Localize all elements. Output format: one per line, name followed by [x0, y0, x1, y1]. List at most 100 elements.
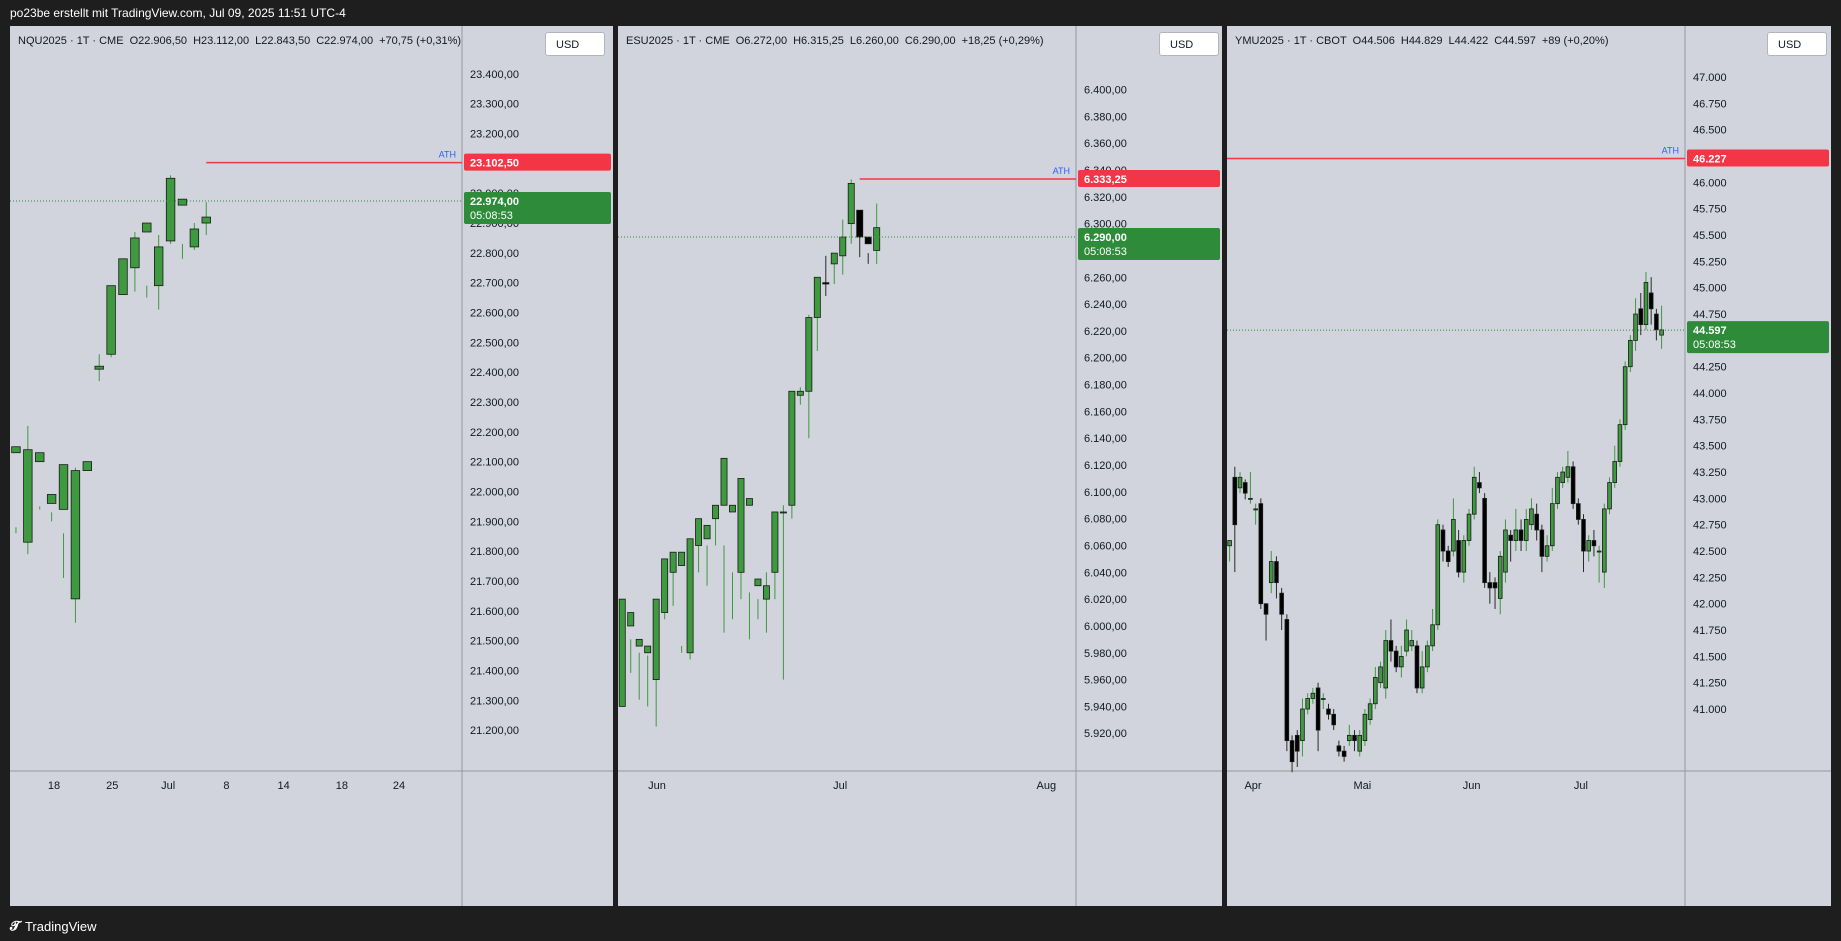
candle — [1534, 503, 1539, 541]
candle-body — [1263, 603, 1269, 615]
candle-body — [788, 390, 796, 506]
candle — [94, 354, 104, 382]
candle-body — [1477, 482, 1482, 489]
last-price-label: 6.290,00 — [1084, 232, 1127, 244]
candle-body — [1503, 529, 1508, 573]
x-tick-label: Mai — [1353, 780, 1371, 792]
y-tick-label: 21.700,00 — [470, 576, 519, 588]
x-tick-label: Jul — [1574, 780, 1588, 792]
candle — [1523, 508, 1529, 552]
candle-body — [23, 449, 33, 543]
sp500-futures-chart-panel[interactable]: 6.400,006.380,006.360,006.340,006.320,00… — [618, 26, 1222, 906]
y-tick-label: 6.320,00 — [1084, 192, 1127, 204]
candle-body — [754, 578, 762, 587]
candle — [189, 223, 200, 250]
bar-countdown-label: 05:08:53 — [470, 210, 513, 222]
candle — [82, 461, 92, 472]
y-tick-label: 6.200,00 — [1084, 353, 1127, 365]
candle — [1274, 556, 1279, 599]
candle — [1560, 466, 1565, 488]
ath-price-label: 23.102,50 — [470, 158, 519, 170]
candle — [1576, 498, 1581, 525]
candle-body — [1409, 640, 1415, 647]
currency-selector-button[interactable]: USD — [1159, 32, 1219, 56]
candle-body — [856, 209, 864, 238]
candle — [1612, 445, 1618, 488]
y-tick-label: 6.080,00 — [1084, 514, 1127, 526]
chart-legend-nq: NQU2025 · 1T · CME O22.906,50 H23.112,00 L2… — [18, 35, 467, 47]
candle-body — [1523, 519, 1529, 541]
x-tick-label: 24 — [393, 780, 405, 792]
candle — [1430, 608, 1435, 652]
chart-legend-ym: YMU2025 · 1T · CBOT O44.506 H44.829 L44.422… — [1235, 35, 1614, 47]
candle-body — [118, 258, 128, 296]
candle — [70, 467, 81, 623]
legend-open: O44.506 — [1352, 35, 1395, 47]
y-tick-label: 42.750 — [1693, 520, 1727, 532]
currency-selector-button[interactable]: USD — [545, 32, 605, 56]
candle — [1581, 514, 1586, 573]
legend-change: +70,75 (+0,31%) — [379, 35, 462, 47]
legend-high: H23.112,00 — [193, 35, 250, 47]
candle-body — [1399, 655, 1404, 668]
ath-price-label: 46.227 — [1693, 153, 1727, 165]
candle-body — [1654, 313, 1659, 331]
candle — [1456, 529, 1461, 578]
candle-body — [779, 511, 787, 514]
candle — [1268, 551, 1274, 594]
y-tick-label: 44.000 — [1693, 388, 1727, 400]
candle — [1602, 503, 1607, 588]
legend-symbol: YMU2025 · 1T · CBOT — [1235, 35, 1347, 47]
candle — [847, 179, 855, 244]
y-tick-label: 6.300,00 — [1084, 219, 1127, 231]
candle-body — [1300, 708, 1305, 742]
candle-body — [1534, 513, 1539, 531]
candle-body — [1274, 561, 1279, 584]
ath-price-tag — [1687, 149, 1829, 167]
candle — [1425, 640, 1430, 673]
dow-futures-chart-panel[interactable]: 47.00046.75046.50046.25046.00045.75045.5… — [1227, 26, 1831, 906]
candle — [1617, 419, 1623, 467]
currency-selector-button[interactable]: USD — [1767, 32, 1827, 56]
candle — [130, 231, 140, 292]
y-tick-label: 5.960,00 — [1084, 675, 1127, 687]
candle-body — [1633, 313, 1638, 341]
candlestick-chart-svg: 6.400,006.380,006.360,006.340,006.320,00… — [618, 26, 1222, 906]
candle — [652, 598, 660, 727]
candle-body — [1253, 508, 1258, 511]
candle — [618, 598, 626, 707]
nasdaq-futures-chart-panel[interactable]: 23.400,0023.300,0023.200,0023.100,0023.0… — [10, 26, 613, 906]
last-price-label: 44.597 — [1693, 325, 1727, 337]
candle — [11, 446, 21, 534]
candle-body — [1607, 482, 1612, 510]
candle-body — [165, 177, 176, 242]
candle — [1638, 292, 1644, 336]
y-tick-label: 44.250 — [1693, 362, 1727, 374]
candle-body — [1362, 713, 1368, 742]
candle — [1643, 271, 1649, 330]
y-tick-label: 42.500 — [1693, 546, 1727, 558]
candle-body — [1513, 529, 1519, 541]
candle-body — [627, 612, 635, 627]
x-tick-label: Jul — [161, 780, 175, 792]
candle — [1419, 651, 1425, 694]
candle — [1357, 730, 1362, 757]
candle-body — [1279, 592, 1284, 615]
candle-body — [1268, 561, 1274, 584]
candle — [1591, 529, 1597, 557]
candle — [644, 645, 652, 707]
candle-body — [1487, 582, 1493, 589]
candle — [58, 464, 69, 578]
candle-body — [1451, 519, 1456, 552]
candle — [873, 203, 881, 264]
candle — [805, 314, 813, 439]
legend-open: O6.272,00 — [735, 35, 788, 47]
x-tick-label: 14 — [277, 780, 289, 792]
candle-body — [686, 538, 694, 654]
y-tick-label: 43.250 — [1693, 467, 1727, 479]
candle — [23, 425, 33, 555]
candle-body — [1591, 540, 1597, 547]
candle — [1315, 682, 1321, 752]
candle-body — [1227, 540, 1232, 547]
y-tick-label: 6.360,00 — [1084, 138, 1127, 150]
